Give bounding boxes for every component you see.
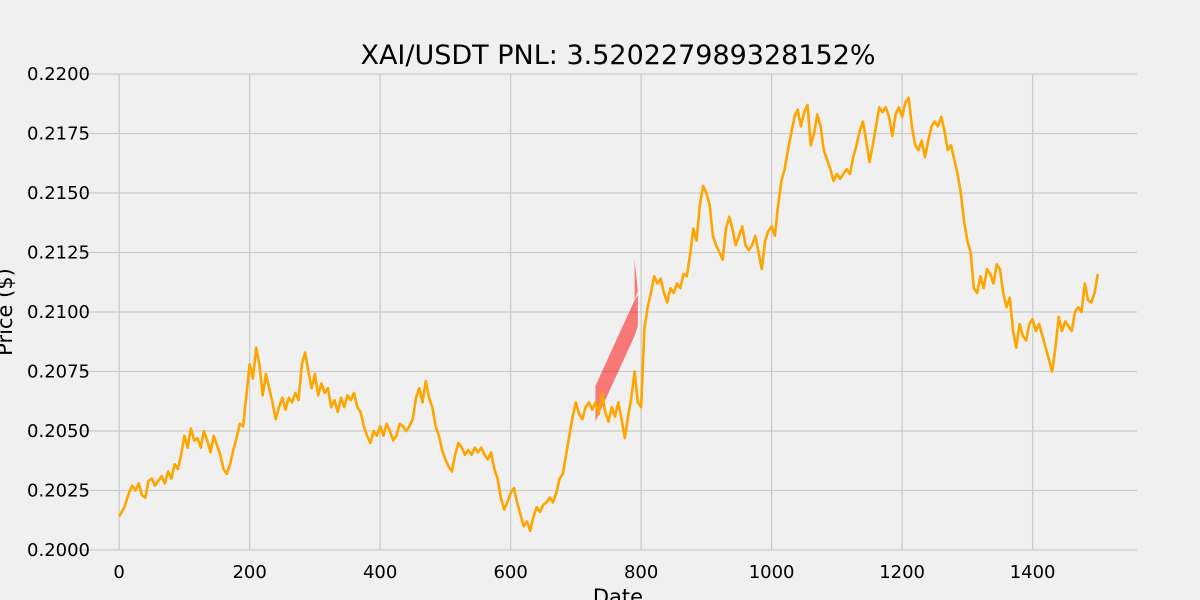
y-tick-label: 0.2025 xyxy=(27,481,90,502)
chart-title: XAI/USDT PNL: 3.520227989328152% xyxy=(360,40,875,71)
x-tick-label: 1200 xyxy=(879,562,925,583)
grid xyxy=(80,73,1137,551)
x-tick-label: 1400 xyxy=(1010,562,1056,583)
y-tick-label: 0.2175 xyxy=(27,124,90,145)
series-layer xyxy=(118,96,1100,533)
y-axis-title: Price ($) xyxy=(0,268,17,356)
x-tick-label: 800 xyxy=(624,562,658,583)
y-tick-label: 0.2050 xyxy=(27,421,90,442)
x-tick-label: 0 xyxy=(113,562,124,583)
x-axis-title: Date xyxy=(593,585,643,600)
x-tick-label: 600 xyxy=(493,562,527,583)
x-tick-label: 1000 xyxy=(749,562,795,583)
x-tick-label: 200 xyxy=(232,562,266,583)
y-tick-label: 0.2000 xyxy=(27,540,90,561)
y-tick-labels: 0.2000 0.2025 0.2050 0.2075 0.2100 0.2125 0.21… xyxy=(27,64,90,561)
forecast-band-tip xyxy=(634,259,638,301)
y-tick-label: 0.2100 xyxy=(27,302,90,323)
y-tick-label: 0.2200 xyxy=(27,64,90,85)
price-series-line xyxy=(118,96,1100,533)
x-tick-labels: 0 200 400 600 800 1000 1200 1400 xyxy=(113,562,1055,583)
y-tick-label: 0.2075 xyxy=(27,362,90,383)
y-tick-label: 0.2125 xyxy=(27,243,90,264)
forecast-band xyxy=(595,259,638,422)
y-tick-label: 0.2150 xyxy=(27,183,90,204)
x-tick-label: 400 xyxy=(363,562,397,583)
forecast-band-area xyxy=(595,295,638,422)
